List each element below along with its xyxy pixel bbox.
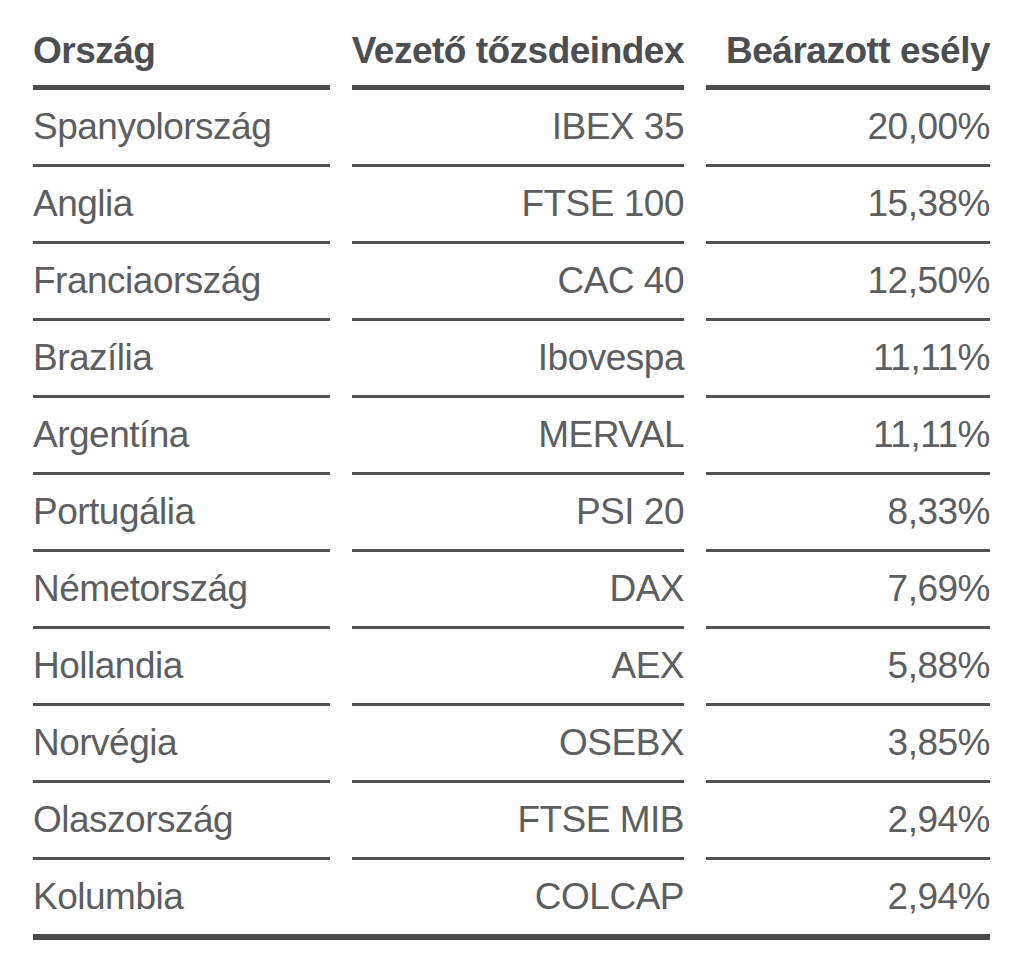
index-cell: FTSE 100 — [352, 167, 684, 244]
chance-cell: 20,00% — [706, 90, 990, 167]
table-row: Franciaország CAC 40 12,50% — [33, 244, 990, 321]
chance-cell: 5,88% — [706, 629, 990, 706]
index-cell: Ibovespa — [352, 321, 684, 398]
table-row: Anglia FTSE 100 15,38% — [33, 167, 990, 244]
index-cell: PSI 20 — [352, 475, 684, 552]
chance-cell: 2,94% — [706, 860, 990, 934]
country-cell: Argentína — [33, 398, 330, 475]
index-cell: MERVAL — [352, 398, 684, 475]
index-cell: AEX — [352, 629, 684, 706]
chance-cell: 3,85% — [706, 706, 990, 783]
chance-cell: 8,33% — [706, 475, 990, 552]
index-cell: DAX — [352, 552, 684, 629]
index-cell: CAC 40 — [352, 244, 684, 321]
column-header-country: Ország — [33, 20, 330, 90]
country-cell: Olaszország — [33, 783, 330, 860]
chance-cell: 2,94% — [706, 783, 990, 860]
table-row: Brazília Ibovespa 11,11% — [33, 321, 990, 398]
table-row: Olaszország FTSE MIB 2,94% — [33, 783, 990, 860]
country-cell: Portugália — [33, 475, 330, 552]
table-row: Kolumbia COLCAP 2,94% — [33, 860, 990, 934]
column-header-chance: Beárazott esély — [706, 20, 990, 90]
country-cell: Hollandia — [33, 629, 330, 706]
table-row: Hollandia AEX 5,88% — [33, 629, 990, 706]
column-header-index: Vezető tőzsdeindex — [352, 20, 684, 90]
index-cell: OSEBX — [352, 706, 684, 783]
chance-cell: 12,50% — [706, 244, 990, 321]
country-cell: Németország — [33, 552, 330, 629]
index-cell: FTSE MIB — [352, 783, 684, 860]
country-cell: Franciaország — [33, 244, 330, 321]
table-row: Portugália PSI 20 8,33% — [33, 475, 990, 552]
chance-cell: 15,38% — [706, 167, 990, 244]
country-cell: Brazília — [33, 321, 330, 398]
index-cell: IBEX 35 — [352, 90, 684, 167]
chance-cell: 11,11% — [706, 398, 990, 475]
chance-cell: 11,11% — [706, 321, 990, 398]
table-row: Spanyolország IBEX 35 20,00% — [33, 90, 990, 167]
index-cell: COLCAP — [352, 860, 684, 934]
stock-index-probability-table: Ország Vezető tőzsdeindex Beárazott esél… — [33, 20, 990, 940]
country-cell: Kolumbia — [33, 860, 330, 934]
country-cell: Anglia — [33, 167, 330, 244]
country-cell: Norvégia — [33, 706, 330, 783]
table-row: Argentína MERVAL 11,11% — [33, 398, 990, 475]
table-row: Norvégia OSEBX 3,85% — [33, 706, 990, 783]
chance-cell: 7,69% — [706, 552, 990, 629]
table-header-row: Ország Vezető tőzsdeindex Beárazott esél… — [33, 20, 990, 90]
table-row: Németország DAX 7,69% — [33, 552, 990, 629]
country-cell: Spanyolország — [33, 90, 330, 167]
